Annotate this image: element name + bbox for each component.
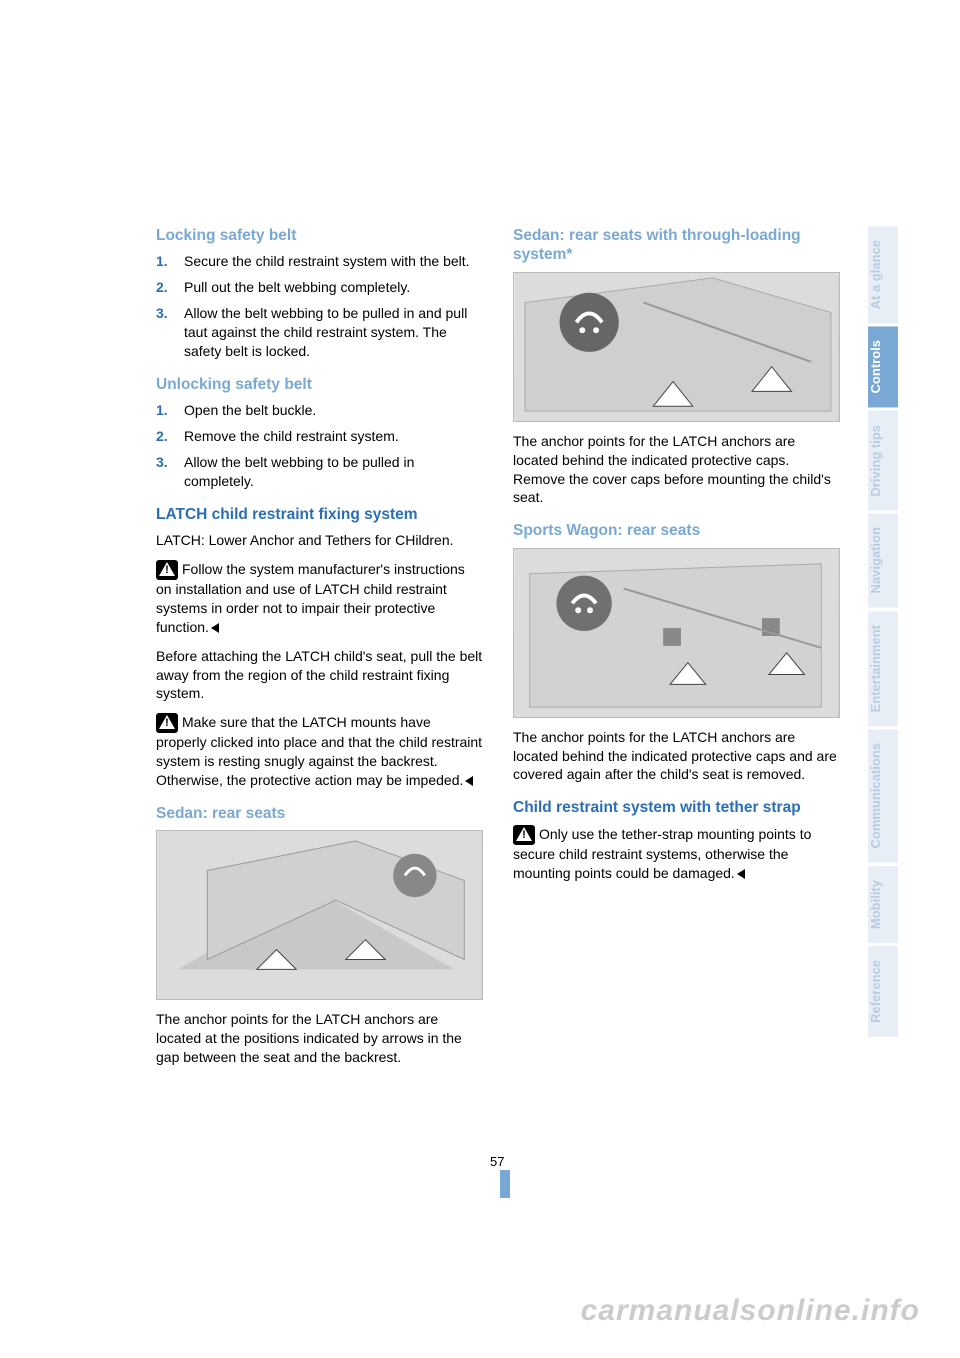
unlocking-list: 1.Open the belt buckle. 2.Remove the chi…	[156, 401, 483, 491]
tab-navigation[interactable]: Navigation	[868, 513, 898, 607]
tab-communications[interactable]: Communications	[868, 729, 898, 862]
tab-controls[interactable]: Controls	[868, 326, 898, 407]
end-marker-icon	[211, 623, 219, 633]
tab-entertainment[interactable]: Entertainment	[868, 611, 898, 726]
tab-driving-tips[interactable]: Driving tips	[868, 411, 898, 511]
list-text: Allow the belt webbing to be pulled in a…	[184, 304, 483, 361]
warning-block: Only use the tether-strap mounting point…	[513, 825, 840, 883]
wagon-title: Sports Wagon: rear seats	[513, 521, 840, 540]
sedan-through-figure	[513, 272, 840, 422]
list-num: 2.	[156, 427, 184, 446]
list-item: 1.Open the belt buckle.	[156, 401, 483, 420]
warning-icon	[513, 825, 535, 845]
list-text: Pull out the belt webbing completely.	[184, 278, 483, 297]
warning-icon	[156, 713, 178, 733]
list-item: 2.Remove the child restraint system.	[156, 427, 483, 446]
right-column: Sedan: rear seats with through-loading s…	[513, 226, 840, 1077]
list-item: 3.Allow the belt webbing to be pulled in…	[156, 453, 483, 491]
sedan-through-caption: The anchor points for the LATCH anchors …	[513, 432, 840, 508]
list-num: 3.	[156, 453, 184, 491]
tether-title: Child restraint system with tether strap	[513, 798, 840, 817]
page-number: 57	[490, 1154, 504, 1169]
sedan-rear-caption: The anchor points for the LATCH anchors …	[156, 1010, 483, 1067]
list-item: 1.Secure the child restraint system with…	[156, 252, 483, 271]
list-item: 3.Allow the belt webbing to be pulled in…	[156, 304, 483, 361]
sedan-through-title: Sedan: rear seats with through-loading s…	[513, 226, 840, 265]
wagon-figure	[513, 548, 840, 718]
warning-text: Only use the tether-strap mounting point…	[513, 826, 811, 881]
latch-title: LATCH child restraint fixing system	[156, 505, 483, 524]
list-text: Secure the child restraint system with t…	[184, 252, 483, 271]
manual-page: Locking safety belt 1.Secure the child r…	[0, 0, 960, 1358]
wagon-caption: The anchor points for the LATCH anchors …	[513, 728, 840, 785]
list-num: 1.	[156, 401, 184, 420]
left-column: Locking safety belt 1.Secure the child r…	[156, 226, 483, 1077]
unlocking-title: Unlocking safety belt	[156, 375, 483, 394]
warning-text: Follow the system manufacturer's instruc…	[156, 561, 465, 635]
list-num: 1.	[156, 252, 184, 271]
warning-icon	[156, 560, 178, 580]
latch-intro: LATCH: Lower Anchor and Tethers for CHil…	[156, 531, 483, 550]
sedan-rear-figure	[156, 830, 483, 1000]
list-num: 3.	[156, 304, 184, 361]
list-text: Open the belt buckle.	[184, 401, 483, 420]
page-marker	[500, 1170, 510, 1198]
list-text: Allow the belt webbing to be pulled in c…	[184, 453, 483, 491]
warning-block: Follow the system manufacturer's instruc…	[156, 560, 483, 637]
sedan-rear-title: Sedan: rear seats	[156, 804, 483, 823]
warning-text: Make sure that the LATCH mounts have pro…	[156, 714, 482, 788]
locking-title: Locking safety belt	[156, 226, 483, 245]
locking-list: 1.Secure the child restraint system with…	[156, 252, 483, 360]
latch-mid: Before attaching the LATCH child's seat,…	[156, 647, 483, 704]
list-num: 2.	[156, 278, 184, 297]
section-tabs: At a glance Controls Driving tips Naviga…	[868, 226, 898, 1040]
list-text: Remove the child restraint system.	[184, 427, 483, 446]
end-marker-icon	[737, 869, 745, 879]
content-area: Locking safety belt 1.Secure the child r…	[156, 226, 841, 1077]
tab-reference[interactable]: Reference	[868, 946, 898, 1037]
warning-block: Make sure that the LATCH mounts have pro…	[156, 713, 483, 790]
tab-mobility[interactable]: Mobility	[868, 866, 898, 943]
list-item: 2.Pull out the belt webbing completely.	[156, 278, 483, 297]
end-marker-icon	[465, 776, 473, 786]
tab-at-a-glance[interactable]: At a glance	[868, 226, 898, 323]
watermark: carmanualsonline.info	[581, 1294, 920, 1328]
